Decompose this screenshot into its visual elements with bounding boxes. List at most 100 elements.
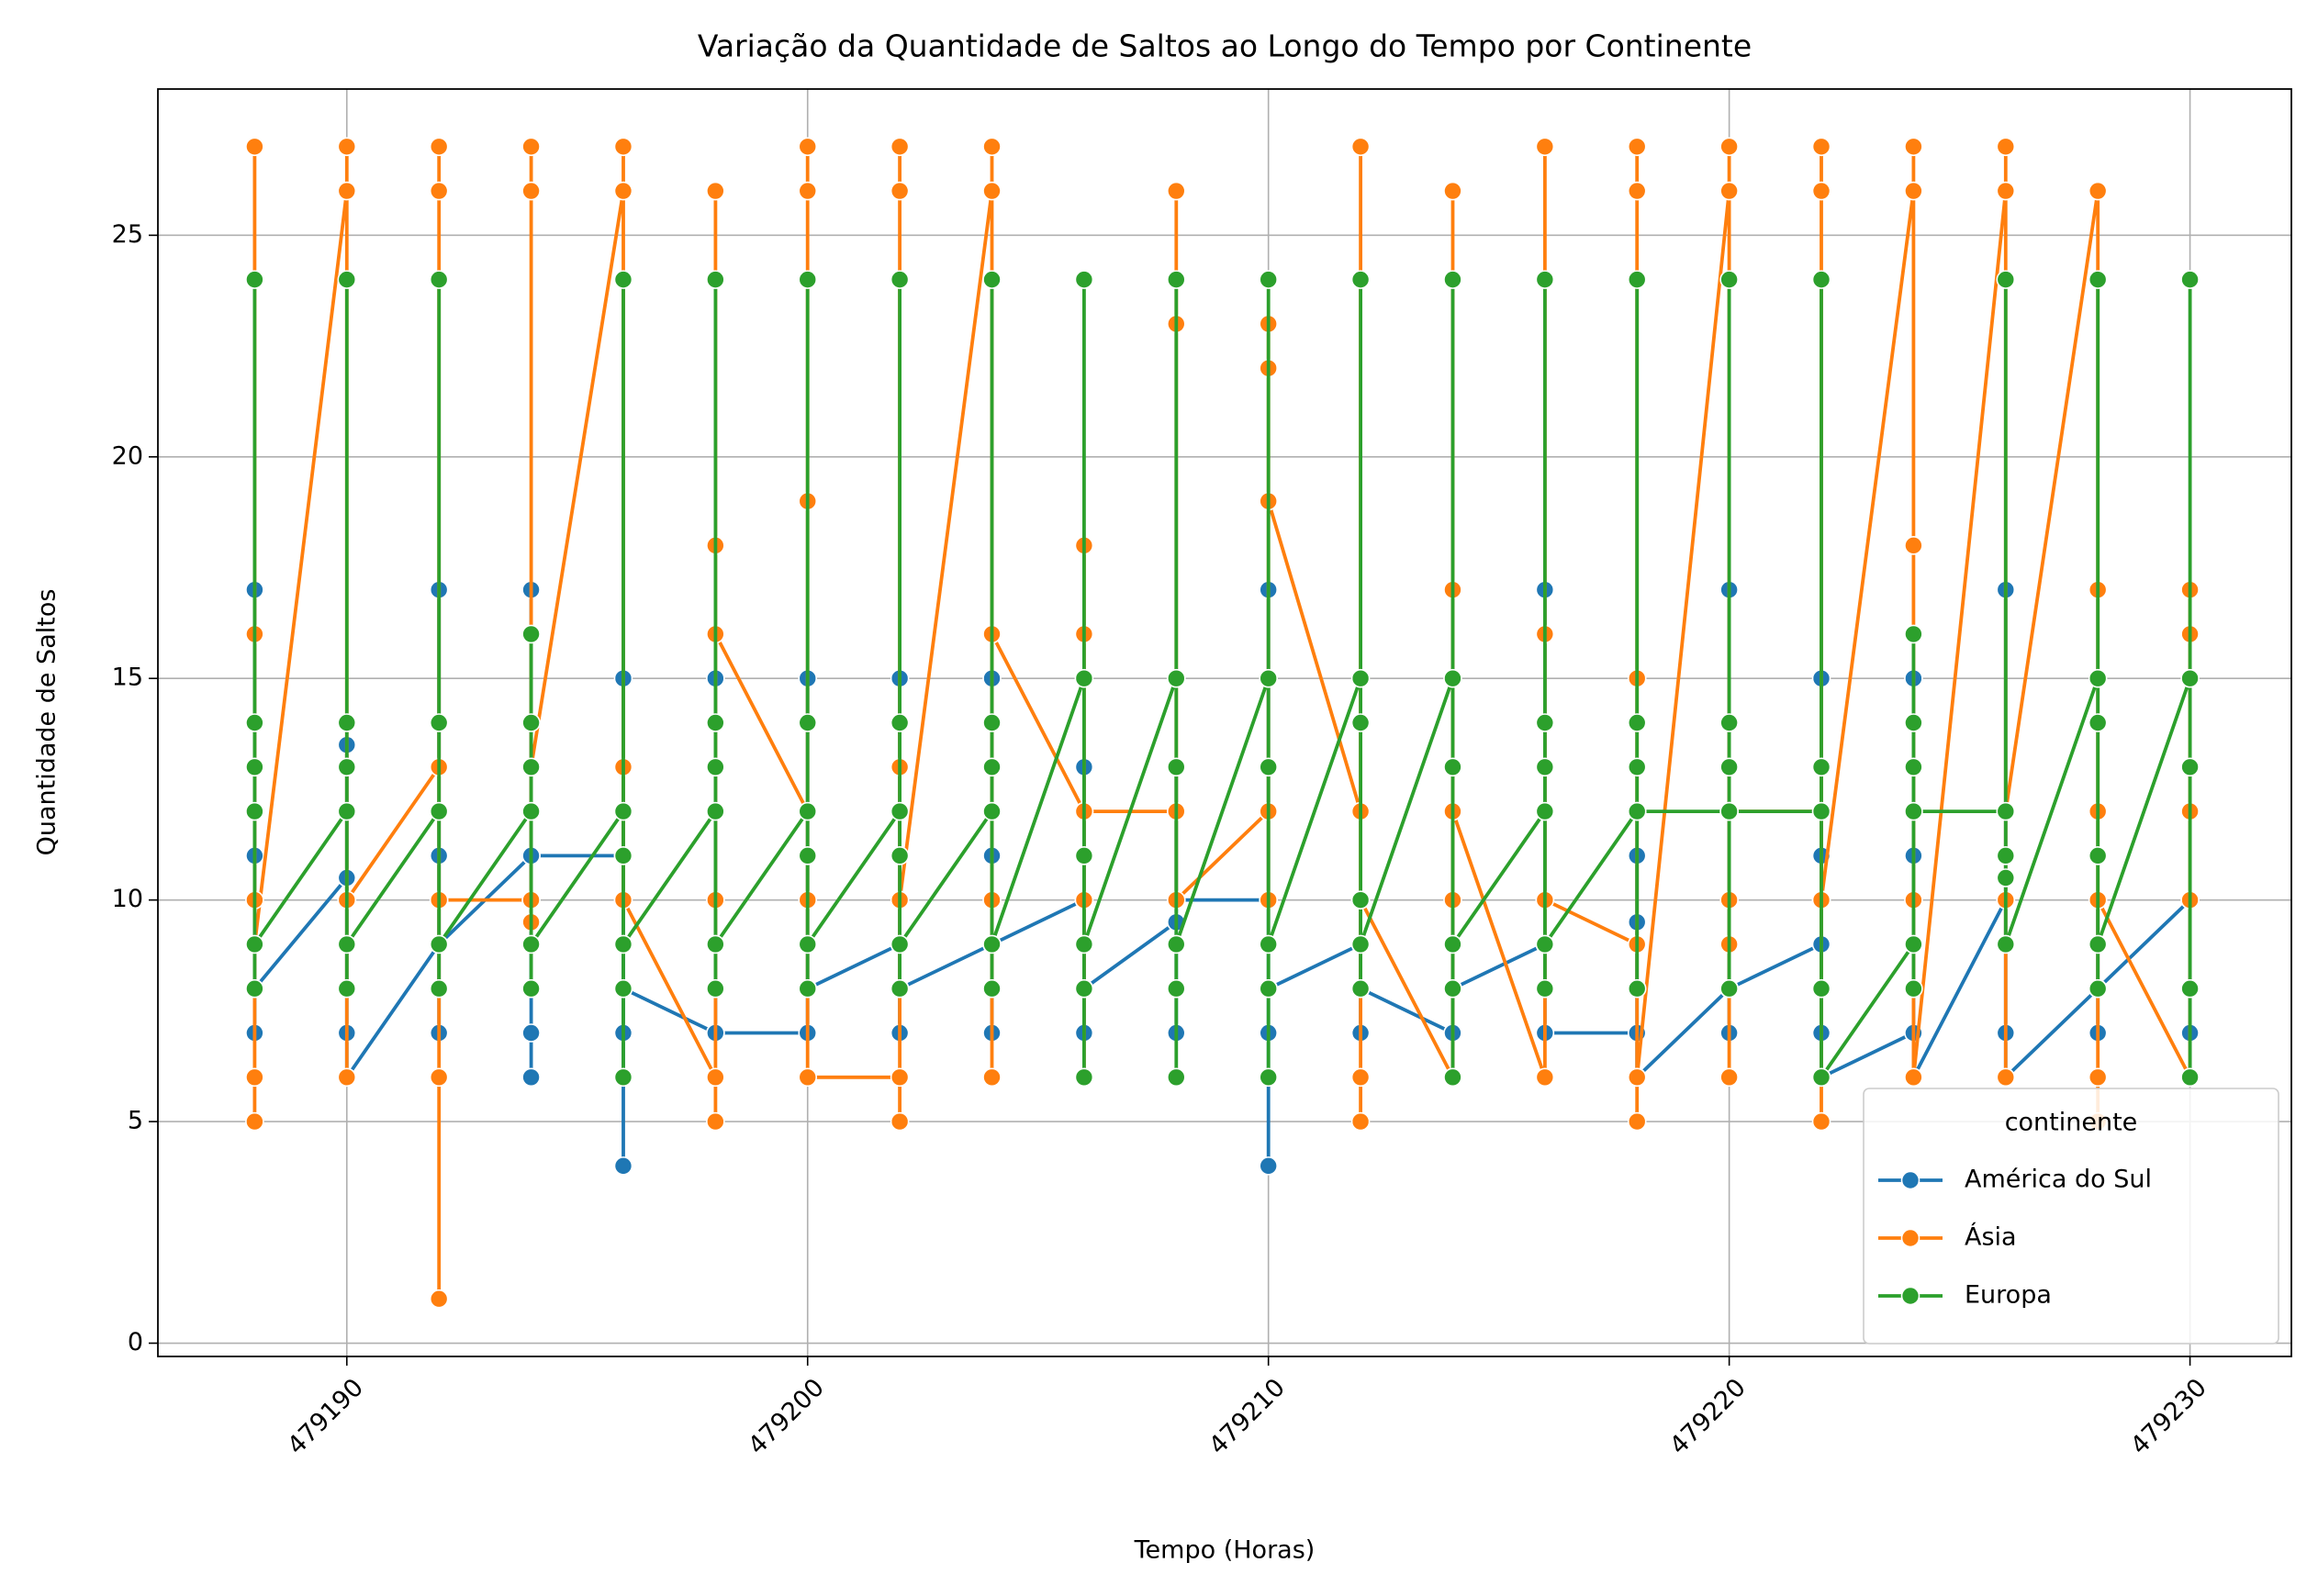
data-point (798, 934, 818, 954)
data-point (890, 846, 910, 865)
data-point (706, 713, 725, 732)
data-point (245, 934, 264, 954)
data-point (2088, 713, 2108, 732)
data-point (1811, 1111, 1831, 1132)
data-point (1535, 934, 1555, 954)
data-point (2180, 270, 2200, 289)
data-point (1719, 181, 1739, 201)
data-point (337, 757, 357, 777)
data-point (1074, 668, 1094, 688)
data-point (521, 801, 541, 821)
data-point (1719, 978, 1739, 999)
data-point (1627, 137, 1647, 157)
data-point (1811, 137, 1831, 157)
data-point (521, 713, 541, 732)
data-point (1811, 270, 1831, 289)
data-point (1259, 934, 1278, 954)
data-point (890, 270, 910, 289)
data-point (429, 801, 449, 821)
data-point (798, 801, 818, 821)
data-point (2088, 846, 2108, 865)
data-point (798, 137, 818, 157)
data-point (1719, 801, 1739, 821)
data-point (706, 978, 725, 999)
y-tick-label: 0 (128, 1328, 143, 1356)
data-point (706, 757, 725, 777)
data-point (1443, 757, 1462, 777)
data-point (890, 978, 910, 999)
data-point (982, 181, 1002, 201)
data-point (706, 934, 725, 954)
data-point (1350, 713, 1371, 732)
data-point (337, 978, 357, 999)
legend-title: continente (2005, 1109, 2138, 1137)
data-point (1811, 978, 1831, 999)
data-point (429, 137, 449, 157)
data-point (1719, 270, 1739, 289)
data-point (1627, 1067, 1647, 1088)
data-point (429, 934, 449, 954)
data-point (1719, 757, 1739, 777)
data-point (1166, 1067, 1186, 1088)
data-point (1719, 1067, 1739, 1088)
data-point (1996, 934, 2016, 954)
data-point (1350, 934, 1371, 954)
data-point (429, 713, 449, 732)
data-point (1996, 846, 2016, 865)
data-point (1443, 1067, 1462, 1088)
data-point (2180, 668, 2200, 688)
data-point (613, 846, 633, 865)
data-point (706, 181, 725, 201)
data-point (521, 624, 541, 644)
data-point (982, 934, 1002, 954)
data-point (1074, 1067, 1094, 1088)
data-point (613, 1156, 633, 1176)
data-point (706, 1111, 725, 1132)
data-point (982, 1067, 1002, 1088)
data-point (337, 801, 357, 821)
data-point (1996, 270, 2016, 289)
data-point (2180, 978, 2200, 999)
data-point (1535, 801, 1555, 821)
data-point (2088, 978, 2108, 999)
data-point (337, 270, 357, 289)
data-point (613, 801, 633, 821)
data-point (1904, 1067, 1923, 1088)
data-point (1627, 978, 1647, 999)
data-point (1259, 270, 1278, 289)
data-point (1904, 137, 1923, 157)
data-point (1904, 978, 1923, 999)
data-point (798, 1067, 818, 1088)
data-point (245, 978, 264, 999)
data-point (890, 137, 910, 157)
data-point (1074, 270, 1094, 289)
legend-label: Ásia (1965, 1222, 2017, 1252)
data-point (245, 801, 264, 821)
data-point (613, 1067, 633, 1088)
data-point (1259, 757, 1278, 777)
data-point (1166, 757, 1186, 777)
data-point (1996, 181, 2016, 201)
data-point (521, 1067, 541, 1088)
data-point (1996, 137, 2016, 157)
data-point (1350, 1067, 1371, 1088)
data-point (1535, 978, 1555, 999)
legend-label: América do Sul (1965, 1166, 2152, 1194)
y-tick-label: 5 (128, 1107, 143, 1135)
data-point (1719, 713, 1739, 732)
data-point (1627, 801, 1647, 821)
data-point (1166, 668, 1186, 688)
data-point (1166, 934, 1186, 954)
data-point (1166, 270, 1186, 289)
data-point (890, 801, 910, 821)
data-point (245, 1067, 264, 1088)
data-point (337, 1067, 357, 1088)
data-point (890, 1111, 910, 1132)
data-point (521, 934, 541, 954)
data-point (1350, 668, 1371, 688)
data-point (1904, 757, 1923, 777)
data-point (429, 1067, 449, 1088)
data-point (1904, 934, 1923, 954)
data-point (1996, 801, 2016, 821)
data-point (798, 181, 818, 201)
